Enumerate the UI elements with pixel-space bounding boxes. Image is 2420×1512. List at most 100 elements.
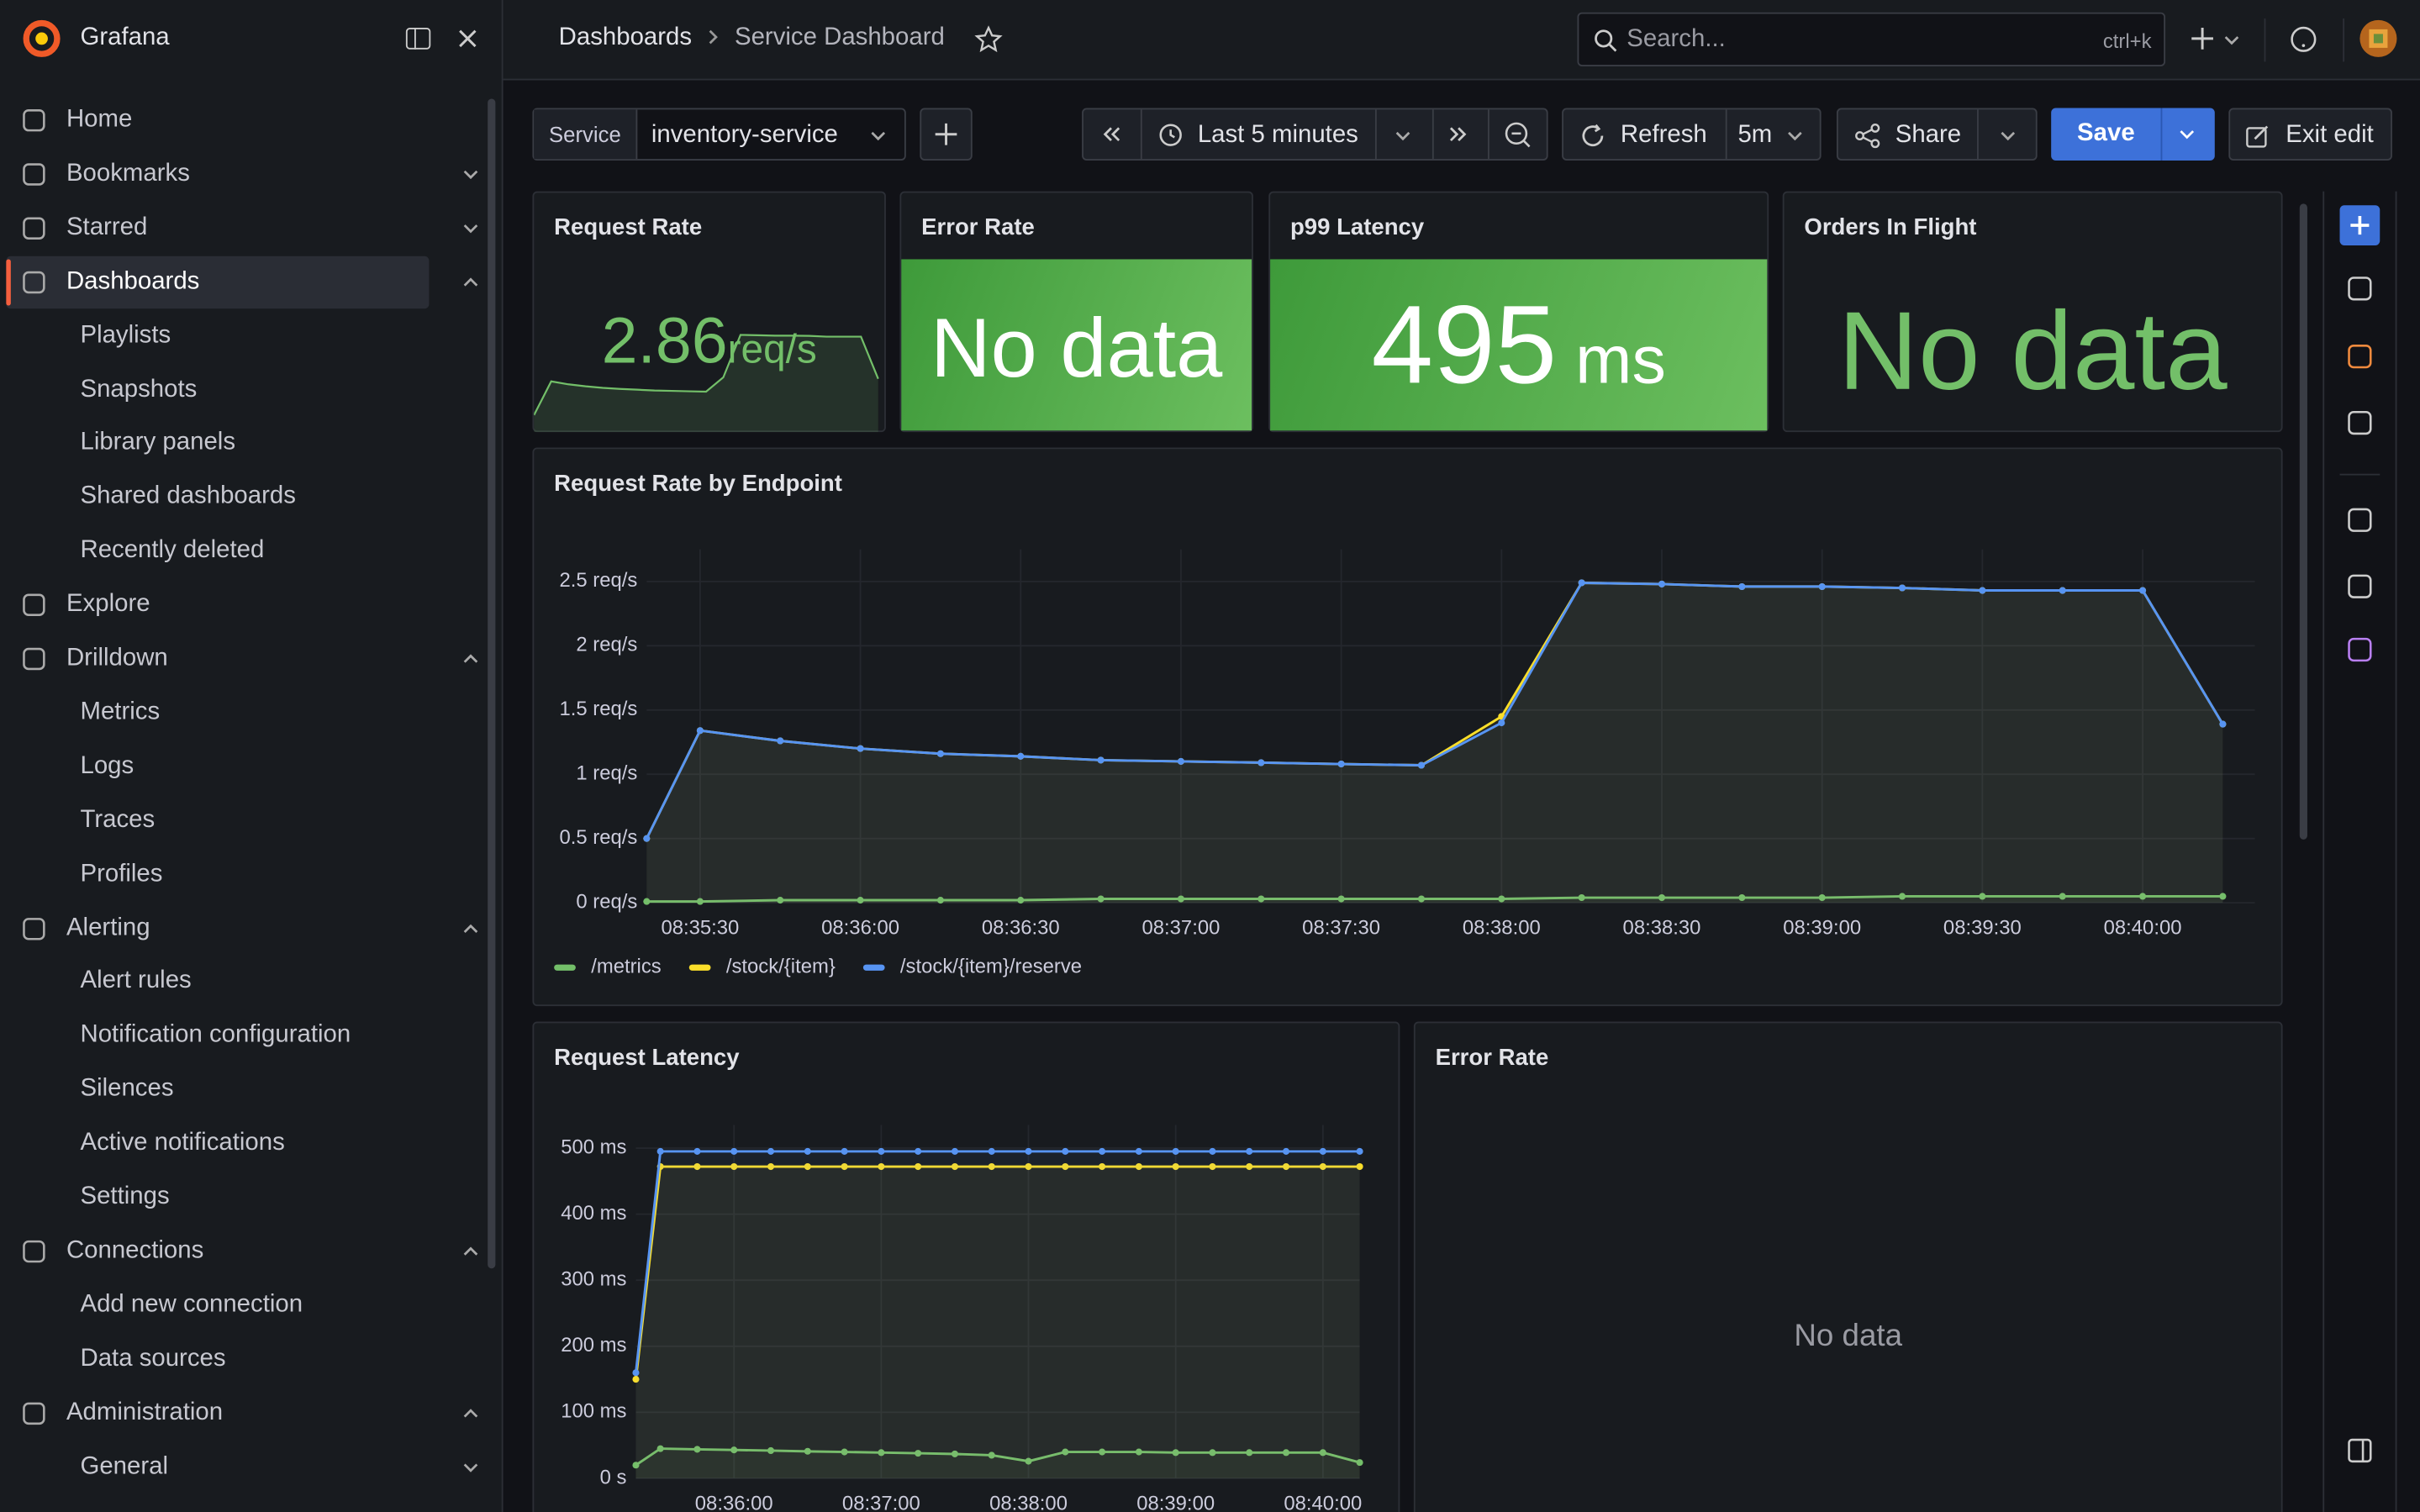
close-icon[interactable] <box>458 29 477 48</box>
time-picker[interactable]: Last 5 minutes <box>1082 108 1548 161</box>
variable-picker[interactable]: Service inventory-service <box>532 108 906 161</box>
nav-item[interactable]: Alerting <box>6 902 429 954</box>
nav-item[interactable]: Drilldown <box>6 633 429 685</box>
rail-icon[interactable] <box>2348 508 2372 532</box>
nav-subitem[interactable]: Silences <box>6 1063 429 1115</box>
chevron[interactable] <box>1787 131 1802 141</box>
data-point <box>1818 893 1826 902</box>
legend-item[interactable]: /metrics <box>554 956 662 978</box>
nav-subitem[interactable]: Traces <box>6 794 429 846</box>
divider <box>1431 109 1434 160</box>
add-button[interactable] <box>920 108 973 161</box>
chevron[interactable] <box>463 170 478 179</box>
nav-subitem[interactable]: Active notifications <box>6 1118 429 1170</box>
nav-label: Data sources <box>80 1345 226 1372</box>
nav-item[interactable]: Starred <box>6 202 429 254</box>
rail-icon[interactable] <box>2348 344 2372 369</box>
nav-item[interactable]: Bookmarks <box>6 148 429 200</box>
rail-icon[interactable] <box>2348 277 2372 301</box>
y-tick-label: 0 s <box>600 1466 627 1488</box>
nav-subitem[interactable]: Settings <box>6 1172 429 1224</box>
data-point <box>841 1448 848 1456</box>
data-point <box>1898 584 1906 592</box>
share-button[interactable]: Share <box>1836 108 2038 161</box>
nav-subitem[interactable]: Library panels <box>6 417 429 469</box>
data-point <box>1738 582 1746 591</box>
star-icon[interactable] <box>974 25 1003 53</box>
nav-subitem[interactable]: Add new connection <box>6 1279 429 1331</box>
legend-swatch <box>554 964 576 971</box>
legend-item[interactable]: /stock/{item} <box>688 956 836 978</box>
data-point <box>2219 720 2227 728</box>
shift-forward[interactable] <box>1449 127 1468 142</box>
nav-label: Dashboards <box>66 267 200 295</box>
data-point <box>1257 759 1265 767</box>
chevron[interactable] <box>463 277 478 287</box>
chevron[interactable] <box>463 224 478 233</box>
data-point <box>1818 582 1826 591</box>
nav-subitem[interactable]: Data sources <box>6 1333 429 1385</box>
data-point <box>767 1162 775 1171</box>
nav-item[interactable]: Home <box>6 94 429 146</box>
data-point <box>988 1162 995 1171</box>
data-point <box>936 897 944 904</box>
new-icon[interactable] <box>2191 28 2213 50</box>
nav-icon <box>23 917 45 940</box>
chevron[interactable] <box>2001 131 2016 141</box>
nav-subitem[interactable]: Notification configuration <box>6 1009 429 1062</box>
nav-item[interactable]: Administration <box>6 1387 429 1439</box>
nav-subitem[interactable]: Shared dashboards <box>6 472 429 524</box>
data-point <box>1177 757 1184 765</box>
nav-subitem[interactable]: Logs <box>6 740 429 793</box>
stat-number: 2.86 <box>601 303 728 377</box>
legend-item[interactable]: /stock/{item}/reserve <box>862 956 1082 978</box>
chevron[interactable] <box>1395 131 1410 141</box>
add-panel[interactable] <box>2339 205 2380 245</box>
data-point <box>1319 1162 1326 1171</box>
chevron[interactable] <box>709 29 718 45</box>
panel-title: p99 Latency <box>1289 214 1425 241</box>
chevron[interactable] <box>463 1462 478 1472</box>
nav-item[interactable]: Explore <box>6 579 429 631</box>
chevron[interactable] <box>463 1408 478 1418</box>
nav-label: Library panels <box>80 429 236 456</box>
nav-subitem[interactable]: Profiles <box>6 848 429 900</box>
search-placeholder: Search... <box>1627 26 1726 53</box>
exit-button[interactable]: Exit edit <box>2228 108 2392 161</box>
search-box[interactable]: Search... ctrl+k <box>1577 12 2166 66</box>
nav-subitem[interactable]: Recently deleted <box>6 525 429 577</box>
x-tick-label: 08:37:00 <box>842 1492 920 1512</box>
nav-subitem[interactable]: Playlists <box>6 309 429 361</box>
help-icon[interactable] <box>2291 26 2317 52</box>
save-button[interactable]: Save <box>2051 108 2215 161</box>
chevron[interactable] <box>2224 35 2239 45</box>
avatar[interactable] <box>2359 19 2397 57</box>
dock-icon[interactable] <box>405 28 431 50</box>
nav-subitem[interactable]: Snapshots <box>6 363 429 415</box>
chevron[interactable] <box>463 654 478 664</box>
chevron[interactable] <box>463 923 478 933</box>
breadcrumb[interactable]: Dashboards <box>558 24 693 51</box>
panel-title: Request Rate <box>554 214 703 241</box>
chevron[interactable] <box>871 131 886 141</box>
rail-icon[interactable] <box>2348 1438 2372 1463</box>
refresh-picker[interactable]: Refresh 5m <box>1562 108 1822 161</box>
stat-panel: Error Rate No data <box>899 191 1253 433</box>
chevron[interactable] <box>463 1246 478 1256</box>
rail-icon[interactable] <box>2348 410 2372 435</box>
data-point <box>1246 1147 1253 1155</box>
rail-icon[interactable] <box>2348 574 2372 598</box>
data-point <box>777 737 784 745</box>
nav-item[interactable]: Connections <box>6 1225 429 1278</box>
nav-subitem[interactable]: Alert rules <box>6 956 429 1008</box>
data-point <box>951 1450 958 1457</box>
logo[interactable] <box>22 18 62 59</box>
chevron[interactable] <box>2180 129 2195 140</box>
main: Service inventory-service Last 5 minutes Re… <box>504 80 2420 1512</box>
shift-back[interactable] <box>1102 127 1120 142</box>
rail-icon[interactable] <box>2348 637 2372 662</box>
zoom-out[interactable] <box>1505 122 1531 148</box>
nav-subitem[interactable]: General <box>6 1441 429 1493</box>
nav-item[interactable]: Dashboards <box>6 256 430 308</box>
nav-subitem[interactable]: Metrics <box>6 687 429 739</box>
